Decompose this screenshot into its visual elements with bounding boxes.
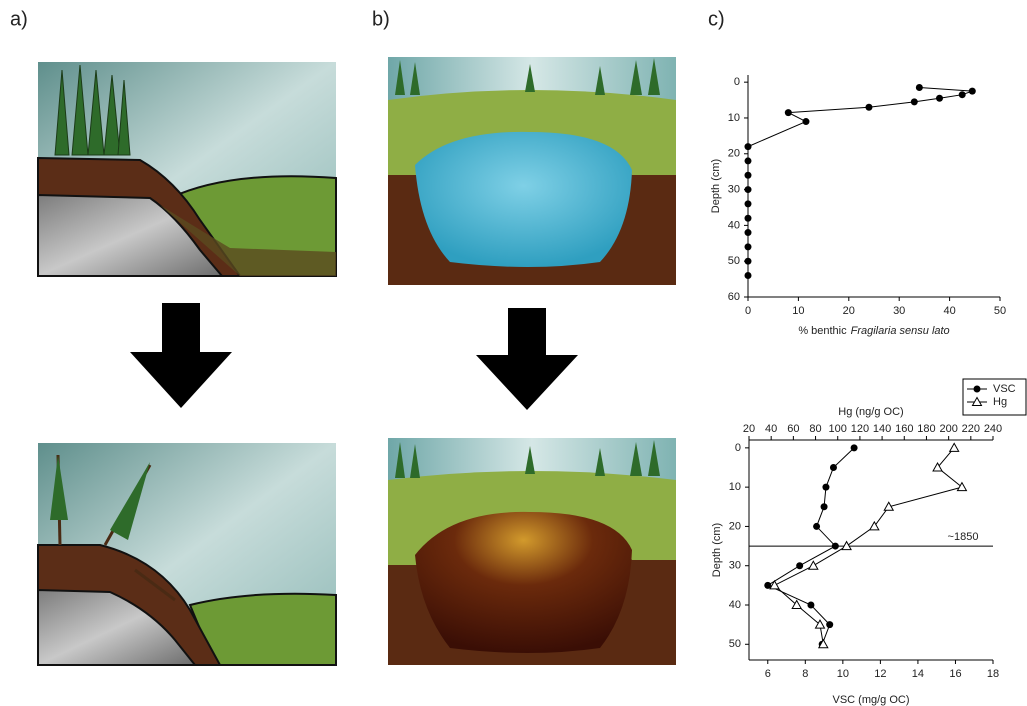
data-point xyxy=(851,444,858,451)
x-axis-label: % benthic Fragilaria sensu lato xyxy=(798,325,949,337)
data-point xyxy=(807,602,814,609)
data-point xyxy=(832,543,839,550)
data-point xyxy=(770,581,779,589)
y-tick-label: 20 xyxy=(729,520,741,532)
panel-label: a) xyxy=(10,8,28,30)
y-tick-label: 40 xyxy=(728,219,740,231)
data-point xyxy=(957,483,966,491)
x-tick-label: 0 xyxy=(745,305,751,317)
x-tick-label: 14 xyxy=(912,668,924,680)
data-point xyxy=(745,258,752,265)
x2-tick-label: 240 xyxy=(984,423,1002,435)
y-tick-label: 60 xyxy=(728,291,740,303)
annotation: ~1850 xyxy=(948,531,979,543)
data-point xyxy=(822,484,829,491)
data-point xyxy=(745,172,752,179)
panel-label: c) xyxy=(708,8,725,30)
data-point xyxy=(745,243,752,250)
illustration-b-after xyxy=(388,438,676,665)
panel-label: b) xyxy=(372,8,390,30)
data-point xyxy=(809,561,818,569)
y-tick-label: 10 xyxy=(728,112,740,124)
data-point xyxy=(826,621,833,628)
x-axis-label-part: Fragilaria sensu lato xyxy=(851,325,950,337)
arrow xyxy=(476,308,578,410)
x-tick-label: 10 xyxy=(837,668,849,680)
arrow xyxy=(130,303,232,408)
data-point xyxy=(745,200,752,207)
data-point xyxy=(959,91,966,98)
y-axis-label: Depth (cm) xyxy=(711,523,723,577)
y-axis-label: Depth (cm) xyxy=(710,159,722,213)
x-tick-label: 6 xyxy=(765,668,771,680)
y-tick-label: 30 xyxy=(728,183,740,195)
data-point xyxy=(865,104,872,111)
x2-tick-label: 60 xyxy=(787,423,799,435)
data-point xyxy=(745,229,752,236)
x-tick-label: 12 xyxy=(874,668,886,680)
x2-tick-label: 140 xyxy=(873,423,891,435)
x2-tick-label: 220 xyxy=(962,423,980,435)
data-point xyxy=(830,464,837,471)
data-point xyxy=(911,98,918,105)
legend-label: VSC xyxy=(993,383,1016,395)
data-point xyxy=(969,88,976,95)
data-point xyxy=(870,522,879,530)
y-tick-label: 50 xyxy=(728,255,740,267)
data-point xyxy=(796,562,803,569)
figure: a) b) c) 010203040506001020304050Depth (… xyxy=(0,0,1027,706)
data-point xyxy=(785,109,792,116)
y-tick-label: 30 xyxy=(729,560,741,572)
x2-tick-label: 40 xyxy=(765,423,777,435)
x-axis-label-part: % benthic xyxy=(798,325,847,337)
y-tick-label: 40 xyxy=(729,599,741,611)
y-tick-label: 0 xyxy=(735,442,741,454)
illustration-b-before xyxy=(388,57,676,285)
legend-label: Hg xyxy=(993,396,1007,408)
x2-tick-label: 20 xyxy=(743,423,755,435)
x-tick-label: 8 xyxy=(802,668,808,680)
x2-tick-label: 180 xyxy=(917,423,935,435)
data-point xyxy=(745,143,752,150)
legend-marker xyxy=(974,386,981,393)
x2-tick-label: 80 xyxy=(809,423,821,435)
x2-tick-label: 120 xyxy=(851,423,869,435)
data-point xyxy=(745,215,752,222)
series-line xyxy=(748,88,972,276)
data-point xyxy=(802,118,809,125)
data-point xyxy=(813,523,820,530)
x-axis-label: VSC (mg/g OC) xyxy=(832,694,909,706)
y-tick-label: 20 xyxy=(728,148,740,160)
y-tick-label: 10 xyxy=(729,481,741,493)
data-point xyxy=(916,84,923,91)
data-point xyxy=(821,503,828,510)
data-point xyxy=(745,186,752,193)
x2-tick-label: 200 xyxy=(939,423,957,435)
x-tick-label: 18 xyxy=(987,668,999,680)
x-tick-label: 30 xyxy=(893,305,905,317)
illustration-a-before xyxy=(38,62,336,276)
x-tick-label: 20 xyxy=(843,305,855,317)
x2-tick-label: 160 xyxy=(895,423,913,435)
y-tick-label: 0 xyxy=(734,76,740,88)
illustration-a-after xyxy=(38,443,336,665)
y-tick-label: 50 xyxy=(729,638,741,650)
x-tick-label: 50 xyxy=(994,305,1006,317)
x2-tick-label: 100 xyxy=(829,423,847,435)
data-point xyxy=(745,157,752,164)
x-tick-label: 10 xyxy=(792,305,804,317)
x-tick-label: 40 xyxy=(943,305,955,317)
x2-axis-label: Hg (ng/g OC) xyxy=(838,406,903,418)
data-point xyxy=(745,272,752,279)
data-point xyxy=(950,443,959,451)
data-point xyxy=(936,95,943,102)
x-tick-label: 16 xyxy=(949,668,961,680)
